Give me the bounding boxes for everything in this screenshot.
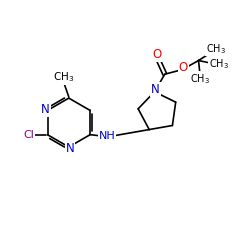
Text: CH$_3$: CH$_3$ [209, 57, 229, 71]
Text: CH$_3$: CH$_3$ [206, 42, 226, 56]
Text: N: N [151, 83, 160, 96]
Text: O: O [179, 61, 188, 74]
Text: CH$_3$: CH$_3$ [190, 72, 210, 86]
Text: O: O [153, 48, 162, 61]
Text: NH: NH [99, 131, 116, 141]
Text: CH$_3$: CH$_3$ [53, 71, 74, 85]
Text: N: N [41, 102, 50, 116]
Text: Cl: Cl [23, 130, 34, 140]
Text: N: N [66, 142, 74, 155]
